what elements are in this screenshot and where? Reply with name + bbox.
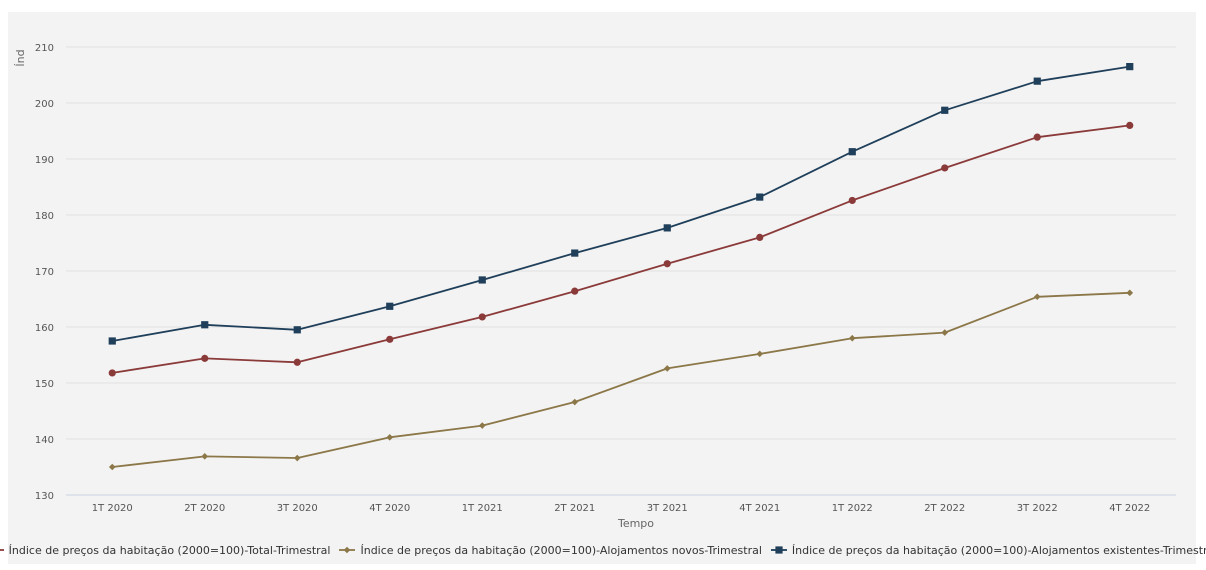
x-tick-label: 3T 2022 <box>1017 503 1058 514</box>
point-marker <box>941 106 949 114</box>
y-tick-label: 210 <box>35 43 54 54</box>
point-marker <box>756 350 764 358</box>
x-tick-label: 1T 2020 <box>92 503 133 514</box>
point-marker <box>478 422 486 429</box>
series-group <box>108 289 1134 471</box>
point-marker <box>108 463 116 471</box>
point-marker <box>478 313 486 321</box>
y-tick-label: 130 <box>35 491 54 502</box>
x-tick-label: 3T 2021 <box>647 503 688 514</box>
point-marker <box>108 337 116 345</box>
point-marker <box>201 321 209 329</box>
point-marker <box>386 302 394 310</box>
point-marker <box>1033 133 1041 141</box>
point-marker <box>1033 77 1041 85</box>
chart-area: 130 140 150 160 170 180 190 200 210 1T 2020 2T 20… <box>0 12 1206 564</box>
point-marker <box>293 454 301 462</box>
series-line <box>112 124 1130 374</box>
x-tick-label: 4T 2022 <box>1109 503 1150 514</box>
point-marker <box>1126 63 1134 71</box>
point-marker <box>201 453 209 460</box>
point-marker <box>571 249 579 257</box>
point-marker <box>571 398 579 406</box>
y-tick-label: 160 <box>35 323 54 334</box>
legend-item[interactable]: Índice de preços da habitação (2000=100)… <box>0 544 330 557</box>
point-marker <box>386 335 394 343</box>
point-marker <box>386 434 394 441</box>
point-marker <box>1033 293 1041 301</box>
x-tick-label: 2T 2021 <box>554 503 595 514</box>
point-marker <box>478 276 486 284</box>
legend-swatch <box>770 546 787 554</box>
point-marker <box>775 546 783 554</box>
point-marker <box>941 164 949 172</box>
series-group <box>108 63 1134 471</box>
x-axis-label: Tempo <box>617 517 654 530</box>
legend-label: Índice de preços da habitação (2000=100)… <box>360 543 762 557</box>
legend-label: Índice de preços da habitação (2000=100)… <box>8 543 331 557</box>
legend-swatch <box>339 546 356 554</box>
point-marker <box>848 196 856 205</box>
point-marker <box>663 224 671 232</box>
point-marker <box>848 334 856 342</box>
x-axis-ticks: 1T 2020 2T 2020 3T 2020 4T 2020 1T 2021 2T 20… <box>92 503 1151 514</box>
series-group <box>108 121 1134 377</box>
line-chart: 130 140 150 160 170 180 190 200 210 1T 2020 2T 20… <box>14 43 1176 530</box>
point-marker <box>663 365 671 372</box>
y-axis-ticks: 130 140 150 160 170 180 190 200 210 <box>35 43 54 502</box>
point-marker <box>571 287 579 295</box>
point-marker <box>293 358 301 366</box>
point-marker <box>1126 289 1134 297</box>
point-marker <box>293 326 301 334</box>
y-tick-label: 180 <box>35 211 54 222</box>
legend-swatch <box>0 549 4 551</box>
x-tick-label: 1T 2022 <box>832 503 873 514</box>
y-tick-label: 190 <box>35 155 54 166</box>
point-marker <box>344 546 351 554</box>
x-tick-label: 4T 2021 <box>739 503 780 514</box>
x-tick-label: 4T 2020 <box>369 503 410 514</box>
legend: Índice de preços da habitação (2000=100)… <box>0 540 1206 560</box>
legend-item[interactable]: Índice de preços da habitação (2000=100)… <box>770 544 1206 557</box>
legend-label: Índice de preços da habitação (2000=100)… <box>791 543 1206 557</box>
y-tick-label: 200 <box>35 99 54 110</box>
legend-item[interactable]: Índice de preços da habitação (2000=100)… <box>338 543 762 557</box>
series-line <box>112 291 1130 468</box>
x-tick-label: 2T 2022 <box>924 503 965 514</box>
series-group <box>108 63 1134 345</box>
y-tick-label: 150 <box>35 379 54 390</box>
gridlines <box>66 46 1176 496</box>
x-tick-label: 3T 2020 <box>277 503 318 514</box>
point-marker <box>663 260 671 268</box>
point-marker <box>756 193 764 201</box>
point-marker <box>108 369 116 377</box>
series-line <box>112 65 1130 342</box>
y-axis-label: Índ <box>14 49 27 66</box>
point-marker <box>1126 121 1134 129</box>
y-tick-label: 140 <box>35 435 54 446</box>
x-tick-label: 1T 2021 <box>462 503 503 514</box>
y-tick-label: 170 <box>35 267 54 278</box>
point-marker <box>756 233 764 241</box>
point-marker <box>941 329 949 336</box>
x-tick-label: 2T 2020 <box>184 503 225 514</box>
point-marker <box>848 148 856 156</box>
point-marker <box>201 354 209 362</box>
